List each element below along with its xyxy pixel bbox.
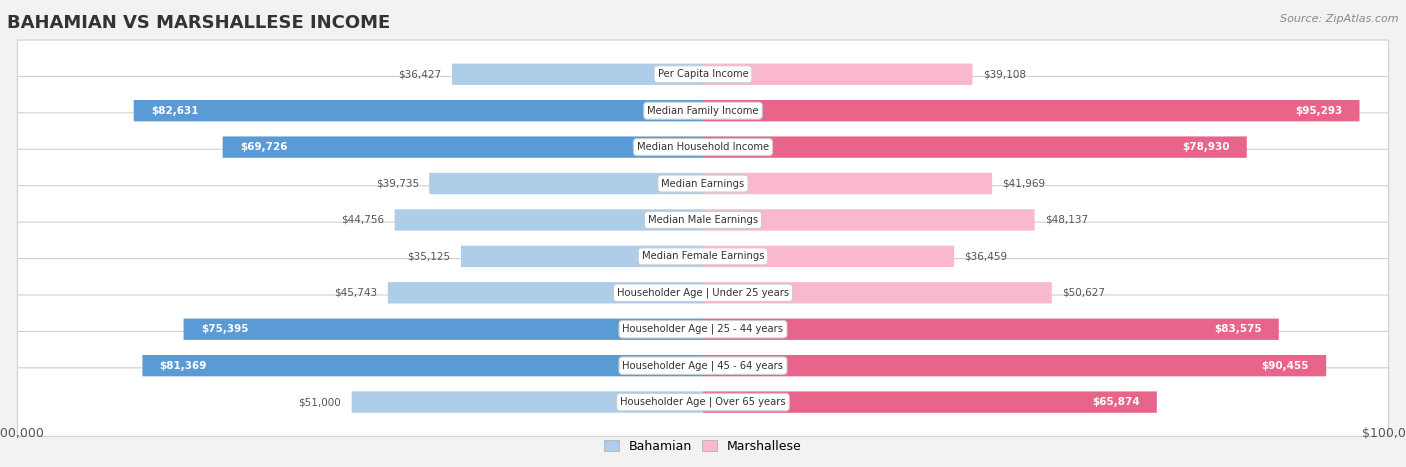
Legend: Bahamian, Marshallese: Bahamian, Marshallese [599,435,807,458]
Text: $39,735: $39,735 [375,178,419,189]
FancyBboxPatch shape [703,246,955,267]
Text: Median Earnings: Median Earnings [661,178,745,189]
Text: Householder Age | Over 65 years: Householder Age | Over 65 years [620,397,786,407]
Text: Householder Age | 25 - 44 years: Householder Age | 25 - 44 years [623,324,783,334]
Text: Median Male Earnings: Median Male Earnings [648,215,758,225]
FancyBboxPatch shape [17,295,1389,363]
FancyBboxPatch shape [703,355,1326,376]
Text: $50,627: $50,627 [1062,288,1105,298]
Text: $51,000: $51,000 [298,397,342,407]
FancyBboxPatch shape [222,136,703,158]
FancyBboxPatch shape [703,391,1157,413]
Text: $41,969: $41,969 [1002,178,1046,189]
FancyBboxPatch shape [703,100,1360,121]
Text: $36,427: $36,427 [398,69,441,79]
Text: Per Capita Income: Per Capita Income [658,69,748,79]
FancyBboxPatch shape [395,209,703,231]
FancyBboxPatch shape [703,209,1035,231]
Text: $90,455: $90,455 [1261,361,1309,371]
Text: $36,459: $36,459 [965,251,1008,262]
FancyBboxPatch shape [17,40,1389,108]
Text: $45,743: $45,743 [335,288,378,298]
FancyBboxPatch shape [134,100,703,121]
FancyBboxPatch shape [142,355,703,376]
Text: Median Family Income: Median Family Income [647,106,759,116]
Text: Householder Age | 45 - 64 years: Householder Age | 45 - 64 years [623,361,783,371]
Text: BAHAMIAN VS MARSHALLESE INCOME: BAHAMIAN VS MARSHALLESE INCOME [7,14,391,32]
FancyBboxPatch shape [703,136,1247,158]
Text: $75,395: $75,395 [201,324,249,334]
FancyBboxPatch shape [17,368,1389,436]
Text: $81,369: $81,369 [160,361,207,371]
FancyBboxPatch shape [703,318,1279,340]
FancyBboxPatch shape [461,246,703,267]
FancyBboxPatch shape [17,186,1389,254]
Text: $69,726: $69,726 [240,142,287,152]
FancyBboxPatch shape [388,282,703,304]
Text: $44,756: $44,756 [342,215,384,225]
Text: $78,930: $78,930 [1182,142,1230,152]
FancyBboxPatch shape [17,113,1389,181]
FancyBboxPatch shape [703,173,993,194]
FancyBboxPatch shape [352,391,703,413]
Text: Median Female Earnings: Median Female Earnings [641,251,765,262]
Text: Source: ZipAtlas.com: Source: ZipAtlas.com [1281,14,1399,24]
FancyBboxPatch shape [703,64,973,85]
Text: $65,874: $65,874 [1092,397,1140,407]
FancyBboxPatch shape [703,282,1052,304]
Text: $35,125: $35,125 [408,251,451,262]
FancyBboxPatch shape [453,64,703,85]
Text: $82,631: $82,631 [150,106,198,116]
FancyBboxPatch shape [17,77,1389,145]
FancyBboxPatch shape [17,149,1389,218]
Text: $95,293: $95,293 [1295,106,1343,116]
FancyBboxPatch shape [184,318,703,340]
FancyBboxPatch shape [17,332,1389,400]
Text: Median Household Income: Median Household Income [637,142,769,152]
FancyBboxPatch shape [17,259,1389,327]
FancyBboxPatch shape [17,222,1389,290]
Text: $48,137: $48,137 [1045,215,1088,225]
Text: $39,108: $39,108 [983,69,1026,79]
Text: $83,575: $83,575 [1213,324,1261,334]
Text: Householder Age | Under 25 years: Householder Age | Under 25 years [617,288,789,298]
FancyBboxPatch shape [429,173,703,194]
